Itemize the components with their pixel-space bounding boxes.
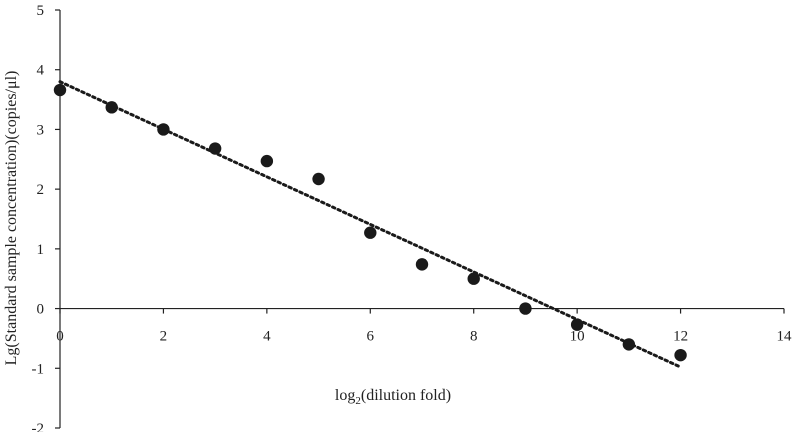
data-point — [570, 318, 584, 331]
data-point — [105, 101, 118, 114]
x-tick-label: 8 — [470, 329, 478, 345]
x-axis-title: log2(dilution fold) — [335, 387, 451, 407]
data-point — [208, 142, 222, 155]
data-point — [415, 258, 429, 271]
data-points — [53, 83, 687, 362]
x-tick-label: 14 — [777, 329, 793, 345]
y-tick-label: 2 — [37, 182, 45, 198]
data-point — [312, 172, 325, 186]
trendline — [58, 80, 683, 369]
axes — [55, 9, 785, 429]
x-tick-label: 4 — [263, 329, 271, 345]
y-tick-label: 4 — [37, 63, 45, 79]
data-point — [467, 272, 480, 285]
data-point — [364, 226, 377, 239]
x-tick-label: 2 — [160, 329, 168, 345]
y-tick-label: 1 — [37, 242, 45, 258]
y-tick-label: 0 — [37, 302, 45, 318]
trendline-layer — [58, 80, 683, 369]
y-tick-label: 5 — [37, 3, 45, 19]
y-tick-label: 3 — [37, 122, 45, 138]
y-tick-label: -2 — [32, 421, 45, 432]
x-tick-label: 10 — [570, 329, 585, 345]
x-tick-label: 6 — [367, 329, 375, 345]
data-point — [622, 338, 636, 351]
data-point — [260, 154, 274, 168]
data-point — [674, 348, 687, 362]
y-tick-label: -1 — [32, 361, 45, 377]
x-tick-label: 12 — [673, 329, 688, 345]
data-point — [519, 302, 532, 315]
data-point — [157, 123, 170, 136]
y-axis-title: Lg(Standard sample concentration)(copies… — [3, 71, 20, 366]
data-point — [53, 83, 67, 97]
x-tick-label: 0 — [56, 329, 64, 345]
